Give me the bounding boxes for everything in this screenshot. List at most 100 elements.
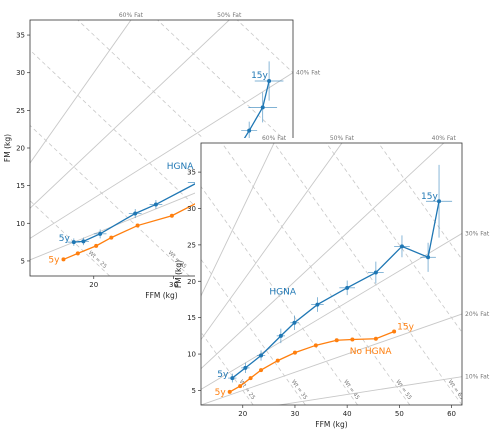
fat-line-label: 10% Fat [465,374,490,381]
fat-line [201,143,343,341]
y-tick-label: 5 [192,387,196,395]
data-point [61,257,66,262]
fat-line [30,20,132,164]
y-tick-label: 20 [187,278,196,286]
fat-line [30,72,293,239]
y-axis-label: FM (kg) [3,134,12,162]
weight-line [325,143,462,333]
data-point [109,235,114,240]
data-point [292,350,297,355]
x-tick-label: 20 [89,281,98,289]
series-name-label: HGNA [167,162,194,172]
data-point [230,376,235,381]
y-tick-label: 15 [16,182,25,190]
data-point [373,270,378,275]
data-point [133,211,138,216]
data-point [227,389,232,394]
data-point [275,358,280,363]
fat-line-label: 60% Fat [262,135,287,142]
y-tick-label: 20 [16,145,25,153]
data-point [437,199,442,204]
axes-frame [200,142,463,406]
fat-line-label: 40% Fat [296,70,321,77]
fat-line-label: 50% Fat [330,135,355,142]
data-point [399,244,404,249]
series-line [73,80,270,243]
fat-line [276,376,462,405]
series-no-hgna [227,329,397,394]
data-point [426,255,431,260]
weight-line [30,49,270,276]
x-tick-label: 50 [395,410,404,418]
data-point [260,105,265,110]
data-point [350,337,355,342]
data-point [259,368,264,373]
fat-line-label: 60% Fat [119,12,144,19]
data-point [345,285,350,290]
x-tick-label: 60 [447,410,456,418]
data-point [292,320,297,325]
data-point [334,338,339,343]
data-point [313,343,318,348]
data-point [75,251,80,256]
series-start-label: 5y [217,370,229,380]
data-point [373,336,378,341]
x-axis-label: FFM (kg) [315,420,348,429]
series-end-label: 15y [251,71,268,81]
x-tick-label: 20 [238,410,247,418]
weight-line [273,143,462,405]
series-end-label: 15y [421,192,438,202]
y-axis-label: FM (kg) [174,260,183,288]
data-point [248,376,253,381]
series-start-label: 5y [215,388,227,398]
fat-line-label: 30% Fat [465,230,490,237]
x-tick-label: 30 [169,281,178,289]
x-tick-label: 40 [343,410,352,418]
series-start-label: 5y [59,234,71,244]
fat-line [201,143,275,297]
data-point [98,231,103,236]
y-tick-label: 30 [187,205,196,213]
series-hgna [228,164,453,383]
y-tick-label: 35 [187,169,196,177]
series-start-label: 5y [48,255,60,265]
series-end-label: 15y [397,322,414,332]
fat-line [201,313,462,405]
weight-line [77,20,293,224]
series-name-label: No HGNA [350,347,393,357]
data-point [243,365,248,370]
y-tick-label: 25 [16,107,25,115]
y-tick-label: 10 [16,220,25,228]
data-point [259,353,264,358]
y-tick-label: 35 [16,32,25,40]
data-point [392,329,397,334]
data-point [315,302,320,307]
y-tick-label: 5 [21,257,25,265]
data-point [278,333,283,338]
fat-line [201,232,462,390]
data-point [247,128,252,133]
y-tick-label: 25 [187,241,196,249]
weight-line [157,20,293,149]
y-tick-label: 10 [187,351,196,359]
data-point [81,239,86,244]
fat-line-label: 20% Fat [465,311,490,318]
fat-line-label: 50% Fat [217,12,242,19]
x-tick-label: 30 [290,410,299,418]
weight-line [236,20,293,74]
fat-line-label: 40% Fat [432,135,457,142]
series-name-label: HGNA [269,287,296,297]
data-point [267,78,272,83]
fat-line [30,20,230,209]
data-point [135,223,140,228]
data-point [153,202,158,207]
x-axis-label: FFM (kg) [145,291,178,300]
data-point [238,384,243,389]
y-tick-label: 15 [187,314,196,322]
data-point [94,243,99,248]
fat-line [201,143,445,370]
y-tick-label: 30 [16,69,25,77]
data-point [169,213,174,218]
